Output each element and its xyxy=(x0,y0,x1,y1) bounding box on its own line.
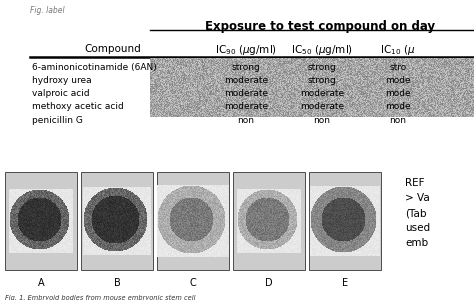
Text: strong: strong xyxy=(308,63,337,72)
Text: C: C xyxy=(190,278,196,288)
Text: non: non xyxy=(237,116,255,125)
Text: methoxy acetic acid: methoxy acetic acid xyxy=(32,102,124,111)
Text: REF: REF xyxy=(405,178,425,188)
Bar xyxy=(157,172,229,270)
Text: moderate: moderate xyxy=(224,76,268,85)
Text: non: non xyxy=(313,116,330,125)
Text: Fig. label: Fig. label xyxy=(30,6,64,15)
Text: mode: mode xyxy=(385,102,411,111)
Text: mode: mode xyxy=(385,89,411,98)
Text: hydroxy urea: hydroxy urea xyxy=(32,76,91,85)
Bar xyxy=(309,172,381,270)
Text: moderate: moderate xyxy=(224,102,268,111)
Text: E: E xyxy=(342,278,348,288)
Text: B: B xyxy=(114,278,120,288)
Text: IC$_{10}$ ($\mu$: IC$_{10}$ ($\mu$ xyxy=(380,43,416,57)
Text: stro: stro xyxy=(389,63,407,72)
Text: 6-aminonicotinamide (6AN): 6-aminonicotinamide (6AN) xyxy=(32,63,157,72)
Text: (Tab: (Tab xyxy=(405,208,427,218)
Bar xyxy=(233,172,305,270)
Text: valproic acid: valproic acid xyxy=(32,89,90,98)
Text: Exposure to test compound on day: Exposure to test compound on day xyxy=(205,20,435,33)
Text: moderate: moderate xyxy=(224,89,268,98)
Text: Compound: Compound xyxy=(85,44,141,54)
Text: strong: strong xyxy=(232,63,260,72)
Bar xyxy=(81,172,153,270)
Text: IC$_{50}$ ($\mu$g/ml): IC$_{50}$ ($\mu$g/ml) xyxy=(291,43,353,57)
Text: used: used xyxy=(405,223,430,233)
Text: non: non xyxy=(390,116,407,125)
Text: moderate: moderate xyxy=(300,102,344,111)
Text: A: A xyxy=(38,278,44,288)
Text: strong: strong xyxy=(308,76,337,85)
Text: emb: emb xyxy=(405,238,428,248)
Bar xyxy=(5,172,77,270)
Text: D: D xyxy=(265,278,273,288)
Text: moderate: moderate xyxy=(300,89,344,98)
Text: Fig. 1. Embryoid bodies from mouse embryonic stem cell: Fig. 1. Embryoid bodies from mouse embry… xyxy=(5,295,195,300)
Text: penicillin G: penicillin G xyxy=(32,116,83,125)
Text: mode: mode xyxy=(385,76,411,85)
Text: > Va: > Va xyxy=(405,193,430,203)
Text: IC$_{90}$ ($\mu$g/ml): IC$_{90}$ ($\mu$g/ml) xyxy=(215,43,277,57)
